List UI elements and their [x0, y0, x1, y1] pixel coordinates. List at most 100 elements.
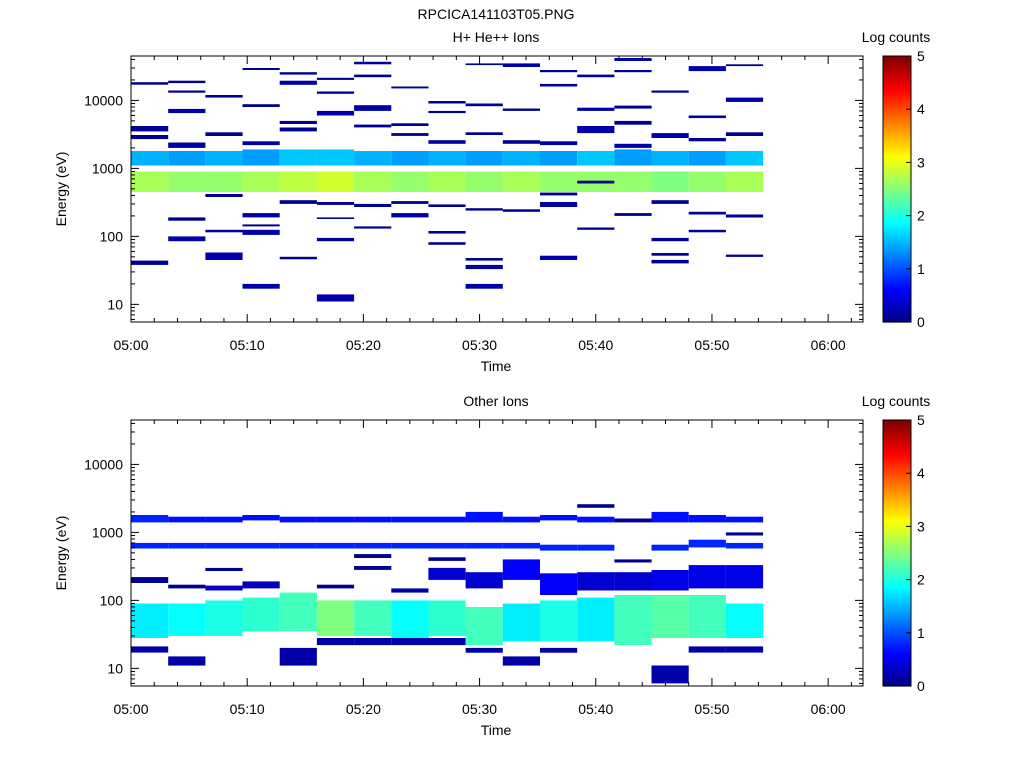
heatmap-cell — [279, 72, 317, 75]
heatmap-cell — [391, 201, 429, 204]
heatmap-cell — [577, 151, 615, 166]
colorbar-segment — [883, 570, 911, 574]
colorbar-segment — [883, 648, 911, 652]
colorbar-label: Log counts — [862, 393, 931, 409]
heatmap-cell — [354, 203, 392, 207]
colorbar-tick-label: 1 — [917, 261, 925, 277]
colorbar-segment — [883, 635, 911, 638]
colorbar-segment — [883, 275, 911, 279]
colorbar-segment — [883, 448, 911, 452]
colorbar-segment — [883, 677, 911, 680]
colorbar-segment — [883, 166, 911, 170]
colorbar-segment — [883, 533, 911, 536]
heatmap-cell — [131, 126, 169, 132]
heatmap-cell — [540, 573, 578, 595]
colorbar-segment — [883, 175, 911, 179]
heatmap-cell — [428, 516, 466, 523]
heatmap-cell — [651, 665, 689, 684]
colorbar-segment — [883, 189, 911, 192]
heatmap-cell — [428, 242, 466, 245]
colorbar: 0 1 2 3 4 5 — [882, 412, 925, 694]
colorbar-segment — [883, 169, 911, 172]
heatmap-cell — [651, 595, 689, 638]
colorbar-segment — [883, 177, 911, 181]
colorbar-segment — [883, 82, 911, 86]
heatmap-cell — [651, 133, 689, 138]
colorbar-tick-label: 0 — [917, 314, 925, 330]
heatmap-cell — [428, 140, 466, 144]
heatmap-cell — [502, 603, 540, 642]
colorbar-tick-label: 5 — [917, 48, 925, 64]
x-axis-label: Time — [481, 722, 512, 738]
colorbar-segment — [883, 643, 911, 647]
heatmap-cell — [502, 108, 540, 111]
heatmap-cell — [614, 595, 652, 646]
heatmap-cell — [688, 171, 726, 192]
colorbar-segment — [883, 115, 911, 119]
heatmap-cell — [725, 132, 764, 136]
heatmap-cell — [428, 231, 466, 234]
heatmap-cell — [725, 171, 764, 192]
colorbar-segment — [883, 610, 911, 614]
heatmap-cell — [279, 80, 317, 85]
colorbar-segment — [883, 220, 911, 223]
heatmap-cell — [316, 217, 355, 219]
panel-other-ions: Other Ions Log counts 05:00 05:10 05:20 05:… — [53, 393, 930, 738]
heatmap-cell — [168, 142, 206, 148]
y-axis-label: Energy (eV) — [53, 152, 69, 227]
heatmap-cell — [391, 516, 429, 523]
heatmap-cell — [465, 572, 503, 589]
x-tick-label: 05:00 — [113, 701, 148, 717]
colorbar-segment — [883, 521, 911, 525]
heatmap-cell — [354, 151, 392, 166]
heatmap-cell — [316, 171, 355, 192]
colorbar-segment — [883, 457, 911, 461]
colorbar-segment — [883, 595, 911, 598]
colorbar-segment — [883, 482, 911, 485]
axes: 05:00 05:10 05:20 05:30 05:40 05:50 06:00 10 100… — [84, 420, 863, 717]
y-tick-label: 10 — [107, 296, 123, 312]
heatmap-cell — [279, 200, 317, 204]
heatmap-cell — [316, 91, 355, 94]
colorbar-segment — [883, 561, 911, 565]
heatmap-cell — [279, 542, 317, 549]
heatmap-cell — [614, 149, 652, 166]
y-tick-label: 10000 — [84, 92, 123, 108]
heatmap-cell — [316, 202, 355, 205]
heatmap-cell — [577, 504, 615, 508]
colorbar-segment — [883, 455, 911, 459]
colorbar-segment — [883, 541, 911, 545]
colorbar-segment — [883, 504, 911, 508]
heatmap-cell — [391, 86, 429, 89]
colorbar-segment — [883, 288, 911, 292]
heatmap-cell — [428, 151, 466, 166]
heatmap-cell — [465, 511, 503, 523]
colorbar-segment — [883, 255, 911, 259]
colorbar-segment — [883, 222, 911, 226]
heatmap-cell — [168, 603, 206, 636]
colorbar-segment — [883, 235, 911, 239]
colorbar-segment — [883, 435, 911, 439]
colorbar-segment — [883, 78, 911, 81]
heatmap-cell — [651, 90, 689, 93]
y-tick-label: 100 — [100, 228, 124, 244]
colorbar-segment — [883, 535, 911, 539]
heatmap-cell — [502, 559, 540, 580]
colorbar-segment — [883, 473, 911, 477]
heatmap-cell — [577, 107, 615, 111]
colorbar-segment — [883, 224, 911, 228]
colorbar-segment — [883, 672, 911, 676]
colorbar-segment — [883, 584, 911, 587]
colorbar-segment — [883, 180, 911, 183]
colorbar-segment — [883, 661, 911, 665]
colorbar-segment — [883, 197, 911, 201]
colorbar-segment — [883, 226, 911, 230]
colorbar-segment — [883, 191, 911, 195]
heatmap-cell — [242, 171, 280, 192]
colorbar-segment — [883, 160, 911, 163]
heatmap-cell — [428, 101, 466, 104]
heatmap-cell — [316, 584, 355, 589]
colorbar-segment — [883, 632, 911, 636]
heatmap-cell — [502, 63, 540, 67]
